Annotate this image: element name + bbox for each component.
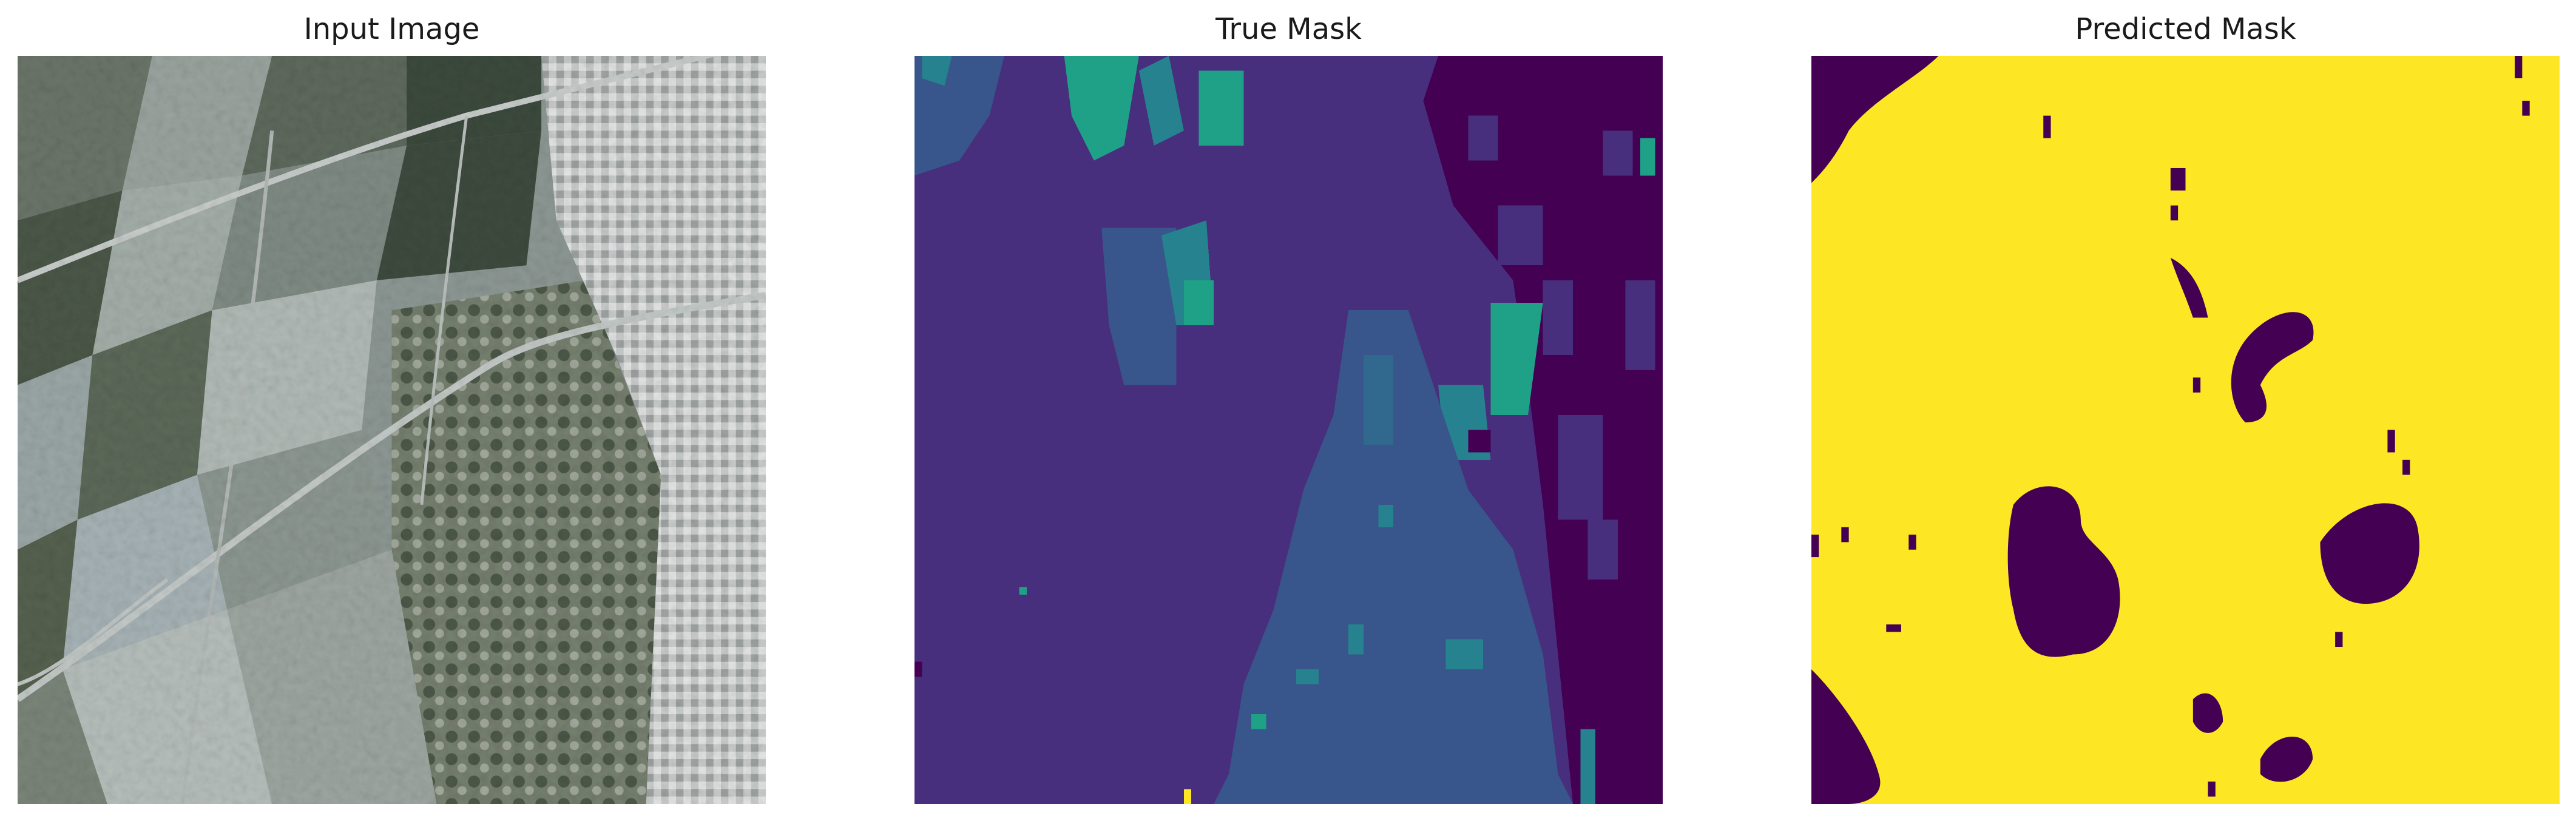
- predicted-mask-title: Predicted Mask: [2075, 12, 2296, 46]
- true-mask-image: [914, 56, 1663, 804]
- true-mask-title: True Mask: [1215, 12, 1362, 46]
- input-image-title: Input Image: [303, 12, 480, 46]
- input-image-panel: Input Image: [18, 0, 766, 821]
- input-image: [18, 56, 766, 804]
- predicted-mask-panel: Predicted Mask: [1811, 0, 2560, 821]
- predicted-mask-image: [1811, 56, 2560, 804]
- true-mask-panel: True Mask: [914, 0, 1663, 821]
